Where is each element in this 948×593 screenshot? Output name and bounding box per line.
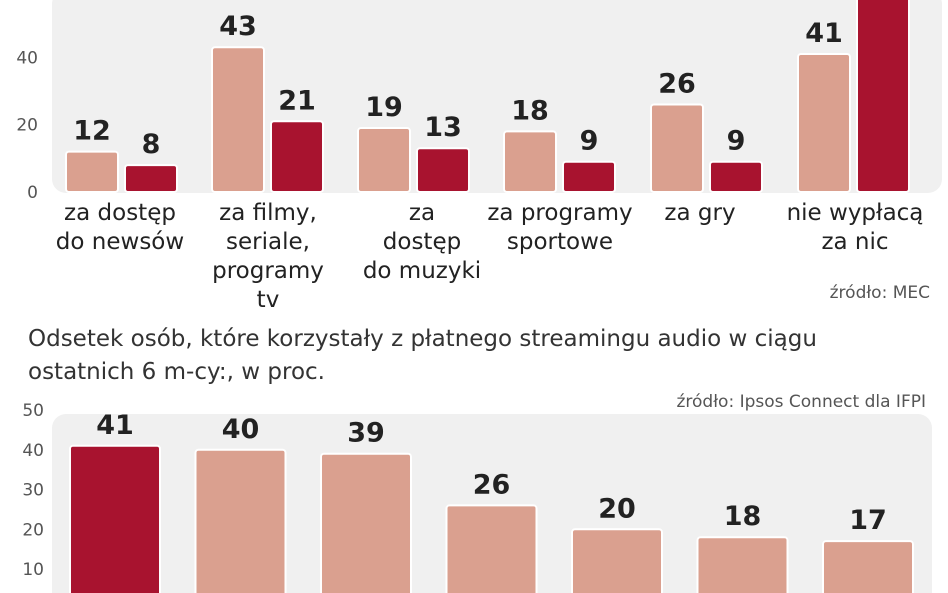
chart-title: Odsetek osób, które korzystały z płatneg… [28, 326, 817, 352]
category-label-line: za gry [664, 200, 735, 226]
data-label: 26 [658, 68, 696, 99]
category-label-line: za [409, 200, 435, 226]
data-label: 9 [580, 126, 599, 157]
y-tick-label: 10 [22, 560, 44, 580]
data-label: 19 [365, 92, 403, 123]
bar [571, 528, 663, 593]
y-tick-label: 30 [22, 481, 44, 501]
data-label: 43 [219, 11, 257, 42]
category-label-line: sportowe [507, 229, 613, 255]
bar [69, 444, 161, 593]
bar [65, 150, 119, 194]
bar [211, 46, 265, 193]
y-tick-label: 40 [16, 48, 38, 68]
data-label: 39 [347, 418, 385, 449]
source-label: źródło: Ipsos Connect dla IFPI [676, 392, 926, 412]
data-label: 9 [727, 126, 746, 157]
bar [270, 120, 324, 193]
bar [797, 52, 851, 194]
category-label-line: seriale, [226, 229, 310, 255]
category-label-line: do newsów [56, 229, 184, 255]
data-label: 41 [805, 18, 843, 49]
top-chart: 0 20 40 60 12 8 za dostęp do newsów 43 21 za filmy… [16, 0, 942, 313]
category-label-line: za programy [487, 200, 632, 226]
data-label: 21 [278, 85, 316, 116]
chart-title: ostatnich 6 m-cy:, w proc. [28, 359, 325, 385]
category-label-line: za filmy, [219, 200, 317, 226]
y-tick-label: 0 [27, 183, 38, 203]
category-label-line: do muzyki [363, 258, 481, 284]
data-label: 17 [849, 505, 887, 536]
y-tick-label: 50 [22, 401, 44, 421]
bottom-chart: Odsetek osób, które korzystały z płatneg… [22, 326, 932, 593]
bar [709, 160, 763, 193]
bar [503, 130, 557, 193]
category-label: za programy sportowe [487, 200, 632, 255]
category-label-line: tv [257, 287, 280, 313]
y-tick-label: 60 [16, 0, 38, 1]
bar [194, 448, 287, 593]
data-label: 26 [473, 469, 511, 500]
bar [320, 452, 412, 593]
bar [562, 160, 616, 193]
category-label: za dostęp do newsów [56, 200, 184, 255]
bar [357, 127, 411, 194]
data-label: 41 [96, 410, 134, 441]
bar [416, 147, 470, 194]
bar [822, 540, 914, 593]
data-label: 13 [424, 112, 462, 143]
data-label: 18 [511, 95, 549, 126]
data-label: 18 [724, 501, 762, 532]
bar [696, 536, 789, 593]
category-label: za dostęp do muzyki [363, 200, 481, 284]
category-label: nie wypłacą za nic [787, 200, 924, 255]
bar [124, 164, 178, 193]
source-label: źródło: MEC [830, 283, 930, 303]
category-label: za filmy, seriale, programy tv [212, 200, 324, 313]
category-label-line: programy [212, 258, 324, 284]
category-label: za gry [664, 200, 735, 226]
y-tick-label: 20 [16, 116, 38, 136]
category-label-line: dostęp [383, 229, 461, 255]
category-label-line: za nic [821, 229, 888, 255]
data-label: 20 [598, 493, 636, 524]
category-label-line: nie wypłacą [787, 200, 924, 226]
bar [856, 0, 910, 193]
data-label: 8 [142, 129, 161, 160]
bar [650, 103, 704, 193]
bar [445, 504, 538, 593]
y-tick-label: 20 [22, 520, 44, 540]
y-tick-label: 40 [22, 441, 44, 461]
data-label: 12 [73, 116, 111, 147]
category-label-line: za dostęp [64, 200, 176, 226]
data-label: 40 [222, 414, 260, 445]
